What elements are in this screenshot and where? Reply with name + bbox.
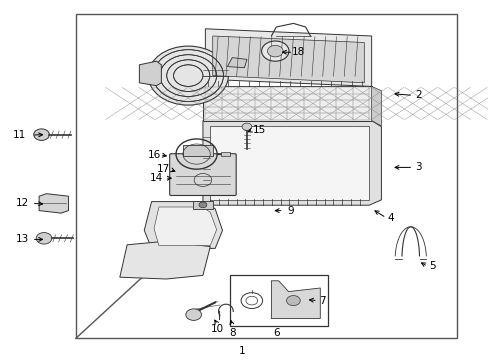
Bar	[76, 14, 456, 338]
Circle shape	[36, 233, 52, 244]
Circle shape	[34, 129, 49, 140]
Polygon shape	[205, 29, 371, 86]
Polygon shape	[227, 58, 246, 68]
Circle shape	[286, 296, 300, 306]
Text: 13: 13	[15, 234, 29, 244]
Text: 9: 9	[287, 206, 294, 216]
Text: 3: 3	[414, 162, 421, 172]
Polygon shape	[203, 121, 381, 205]
Text: 17: 17	[157, 164, 170, 174]
Polygon shape	[210, 126, 368, 200]
Text: 6: 6	[272, 328, 279, 338]
Bar	[221, 152, 229, 156]
Polygon shape	[212, 36, 364, 83]
Text: 7: 7	[319, 296, 325, 306]
Text: 18: 18	[291, 47, 305, 57]
Text: 16: 16	[147, 150, 161, 160]
Text: 15: 15	[252, 125, 265, 135]
Bar	[183, 145, 212, 156]
Bar	[229, 275, 327, 326]
Bar	[193, 201, 212, 209]
Text: 11: 11	[13, 130, 26, 140]
Polygon shape	[371, 86, 381, 126]
Circle shape	[199, 202, 206, 208]
Circle shape	[185, 309, 201, 320]
Polygon shape	[154, 207, 216, 246]
Circle shape	[261, 41, 288, 61]
Circle shape	[267, 45, 283, 57]
Circle shape	[148, 46, 228, 105]
Polygon shape	[120, 241, 210, 279]
Polygon shape	[203, 86, 371, 121]
Polygon shape	[144, 202, 222, 248]
Polygon shape	[271, 281, 320, 319]
Polygon shape	[39, 194, 68, 213]
Circle shape	[242, 123, 251, 130]
Text: 10: 10	[211, 324, 224, 334]
Polygon shape	[139, 61, 161, 86]
Text: 4: 4	[387, 213, 394, 223]
FancyBboxPatch shape	[169, 154, 236, 195]
Text: 14: 14	[149, 173, 163, 183]
Text: 12: 12	[15, 198, 29, 208]
Text: 5: 5	[428, 261, 435, 271]
Text: 2: 2	[414, 90, 421, 100]
Text: 8: 8	[228, 328, 235, 338]
Text: 1: 1	[238, 346, 245, 356]
